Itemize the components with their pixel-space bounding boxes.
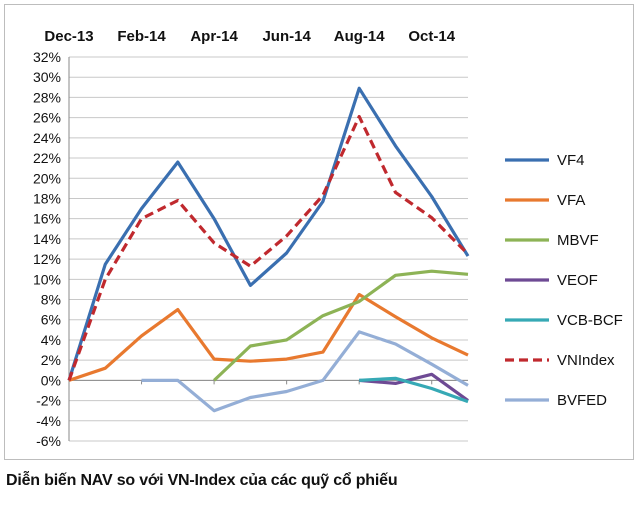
y-tick-label: -2% (36, 393, 61, 409)
series-lines (67, 86, 470, 413)
series-line-bvfed (141, 330, 469, 413)
y-tick-labels: -6% -4% -2% 0% 2% 4% 6% 8% 10% 12% 14% 16% 18% 20% 22%… (33, 49, 61, 449)
nav-line-chart: -6% -4% -2% 0% 2% 4% 6% 8% 10% 12% 14% 16% 18% 20% 22%… (33, 28, 623, 449)
y-tick-label: 20% (33, 170, 61, 186)
y-tick-label: 26% (33, 110, 61, 126)
x-tick-label: Jun-14 (262, 28, 311, 45)
series-line-mbvf (212, 269, 469, 382)
y-tick-label: 16% (33, 211, 61, 227)
y-tick-label: 22% (33, 150, 61, 166)
x-tick-label: Oct-14 (408, 28, 455, 45)
y-tick-label: 10% (33, 271, 61, 287)
series-line-vfa (68, 292, 469, 382)
legend: VF4 VFA MBVF VEOF VCB-BCF VNIndex BVFED (505, 152, 623, 409)
chart-frame: -6% -4% -2% 0% 2% 4% 6% 8% 10% 12% 14% 16% 18% 20% 22%… (4, 4, 634, 460)
y-tick-label: 6% (41, 312, 61, 328)
y-tick-label: -6% (36, 433, 61, 449)
y-tick-label: -4% (36, 413, 61, 429)
chart-caption: Diễn biến NAV so với VN-Index của các qu… (6, 472, 398, 489)
x-tick-labels: Dec-13 Feb-14 Apr-14 Jun-14 Aug-14 Oct-14 (44, 28, 455, 45)
series-line-vnindex (67, 115, 470, 381)
x-tick-label: Aug-14 (334, 28, 385, 45)
series-line-vcb-bcf (359, 376, 469, 404)
y-tick-label: 18% (33, 190, 61, 206)
legend-label-vnindex: VNIndex (557, 352, 615, 369)
series-line-veof (359, 372, 469, 402)
legend-label-veof: VEOF (557, 272, 598, 289)
y-tick-label: 14% (33, 231, 61, 247)
series-line-vf4 (67, 86, 470, 381)
y-tick-label: 2% (41, 352, 61, 368)
y-tick-label: 32% (33, 49, 61, 65)
y-tick-label: 12% (33, 251, 61, 267)
legend-label-vcb-bcf: VCB-BCF (557, 312, 623, 329)
legend-label-vf4: VF4 (557, 152, 585, 169)
y-tick-label: 24% (33, 130, 61, 146)
y-tick-label: 28% (33, 89, 61, 105)
x-tick-label: Feb-14 (117, 28, 166, 45)
legend-label-vfa: VFA (557, 192, 585, 209)
y-tick-label: 0% (41, 372, 61, 388)
y-tick-label: 30% (33, 69, 61, 85)
x-tick-label: Apr-14 (190, 28, 238, 45)
y-tick-label: 8% (41, 292, 61, 308)
y-tick-label: 4% (41, 332, 61, 348)
legend-label-mbvf: MBVF (557, 232, 599, 249)
x-tick-label: Dec-13 (44, 28, 93, 45)
legend-label-bvfed: BVFED (557, 392, 607, 409)
